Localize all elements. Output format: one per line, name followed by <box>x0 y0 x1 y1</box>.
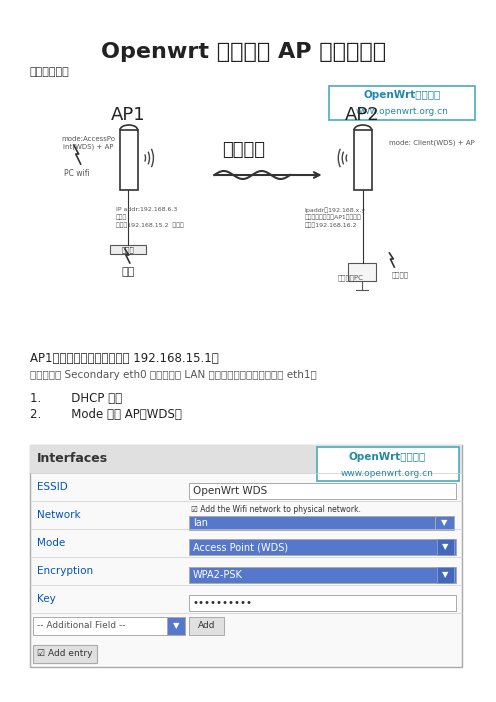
Text: 1.        DHCP 开启: 1. DHCP 开启 <box>29 392 122 404</box>
Text: OpenWrt中文门户: OpenWrt中文门户 <box>364 90 441 100</box>
Bar <box>348 263 375 281</box>
Text: 外网: 外网 <box>121 267 134 277</box>
Text: ESSID: ESSID <box>37 482 68 492</box>
Bar <box>29 445 462 473</box>
Text: WPA2-PSK: WPA2-PSK <box>193 570 243 580</box>
Bar <box>189 516 434 530</box>
Bar <box>436 539 454 555</box>
Text: -- Additional Field --: -- Additional Field -- <box>37 621 126 630</box>
Text: 无线中继: 无线中继 <box>222 141 265 159</box>
FancyBboxPatch shape <box>316 447 459 481</box>
Bar <box>120 130 138 190</box>
Text: OpenWrt WDS: OpenWrt WDS <box>193 486 267 496</box>
FancyBboxPatch shape <box>329 86 475 120</box>
Bar <box>110 245 145 254</box>
Text: Interfaces: Interfaces <box>37 453 109 465</box>
Bar <box>189 483 456 499</box>
Text: IP addr:192.168.6.3
可生效
这里选192.168.15.2  新功能: IP addr:192.168.6.3 可生效 这里选192.168.15.2 … <box>116 207 184 227</box>
Text: www.openwrt.org.cn: www.openwrt.org.cn <box>341 468 434 477</box>
Text: 无线漫游: 无线漫游 <box>391 272 408 278</box>
Text: ☑ Add the Wifi network to physical network.: ☑ Add the Wifi network to physical netwo… <box>191 505 361 513</box>
Bar <box>29 445 462 667</box>
Text: www.openwrt.org.cn: www.openwrt.org.cn <box>356 107 449 116</box>
Text: AP1: AP1 <box>111 106 145 124</box>
Text: 交换机: 交换机 <box>122 246 134 253</box>
Text: Openwrt 实现两台 AP 的无线中继: Openwrt 实现两台 AP 的无线中继 <box>101 42 386 62</box>
Text: ▼: ▼ <box>441 519 448 527</box>
Text: 网络拓扑图：: 网络拓扑图： <box>29 67 69 77</box>
Bar <box>434 516 454 530</box>
Text: Key: Key <box>37 594 56 604</box>
Text: Network: Network <box>37 510 81 520</box>
Bar <box>189 539 456 555</box>
Text: lan: lan <box>193 518 208 528</box>
Text: ☑ Add entry: ☑ Add entry <box>37 649 93 658</box>
Bar <box>354 130 372 190</box>
Text: （外网线接 Secondary eth0 口，不能接 LAN 口，否则不通外网，需另配 eth1）: （外网线接 Secondary eth0 口，不能接 LAN 口，否则不通外网，… <box>29 370 316 380</box>
Text: Access Point (WDS): Access Point (WDS) <box>193 542 288 552</box>
Text: mode: Client(WDS) + AP: mode: Client(WDS) + AP <box>389 140 475 146</box>
Text: Mode: Mode <box>37 538 65 548</box>
Text: 2.        Mode 选择 AP（WDS）: 2. Mode 选择 AP（WDS） <box>29 409 182 421</box>
Text: Encryption: Encryption <box>37 566 93 576</box>
Text: OpenWrt中文门户: OpenWrt中文门户 <box>349 452 426 462</box>
Bar <box>189 617 224 635</box>
Text: ▼: ▼ <box>442 543 449 552</box>
Text: AP2: AP2 <box>345 106 379 124</box>
Bar <box>167 617 185 635</box>
Bar <box>33 645 97 663</box>
Text: ▼: ▼ <box>442 571 449 579</box>
Text: 网线直连PC: 网线直连PC <box>337 274 363 282</box>
Text: Ipaddr：192.168.x.y
可任意但是必须和AP1相同网段
这里是192.168.16.2: Ipaddr：192.168.x.y 可任意但是必须和AP1相同网段 这里是19… <box>305 207 366 228</box>
Text: PC wifi: PC wifi <box>64 168 90 178</box>
Bar <box>33 617 169 635</box>
Text: Add: Add <box>198 621 215 630</box>
Bar <box>189 595 456 611</box>
Bar <box>436 567 454 583</box>
Bar <box>189 567 456 583</box>
Text: AP1（主）的配置：（网段如 192.168.15.1）: AP1（主）的配置：（网段如 192.168.15.1） <box>29 352 218 364</box>
Text: ▼: ▼ <box>173 621 179 630</box>
Text: ••••••••••: •••••••••• <box>193 598 253 608</box>
Text: mode:AccessPo
int(WDS) + AP: mode:AccessPo int(WDS) + AP <box>62 136 116 150</box>
